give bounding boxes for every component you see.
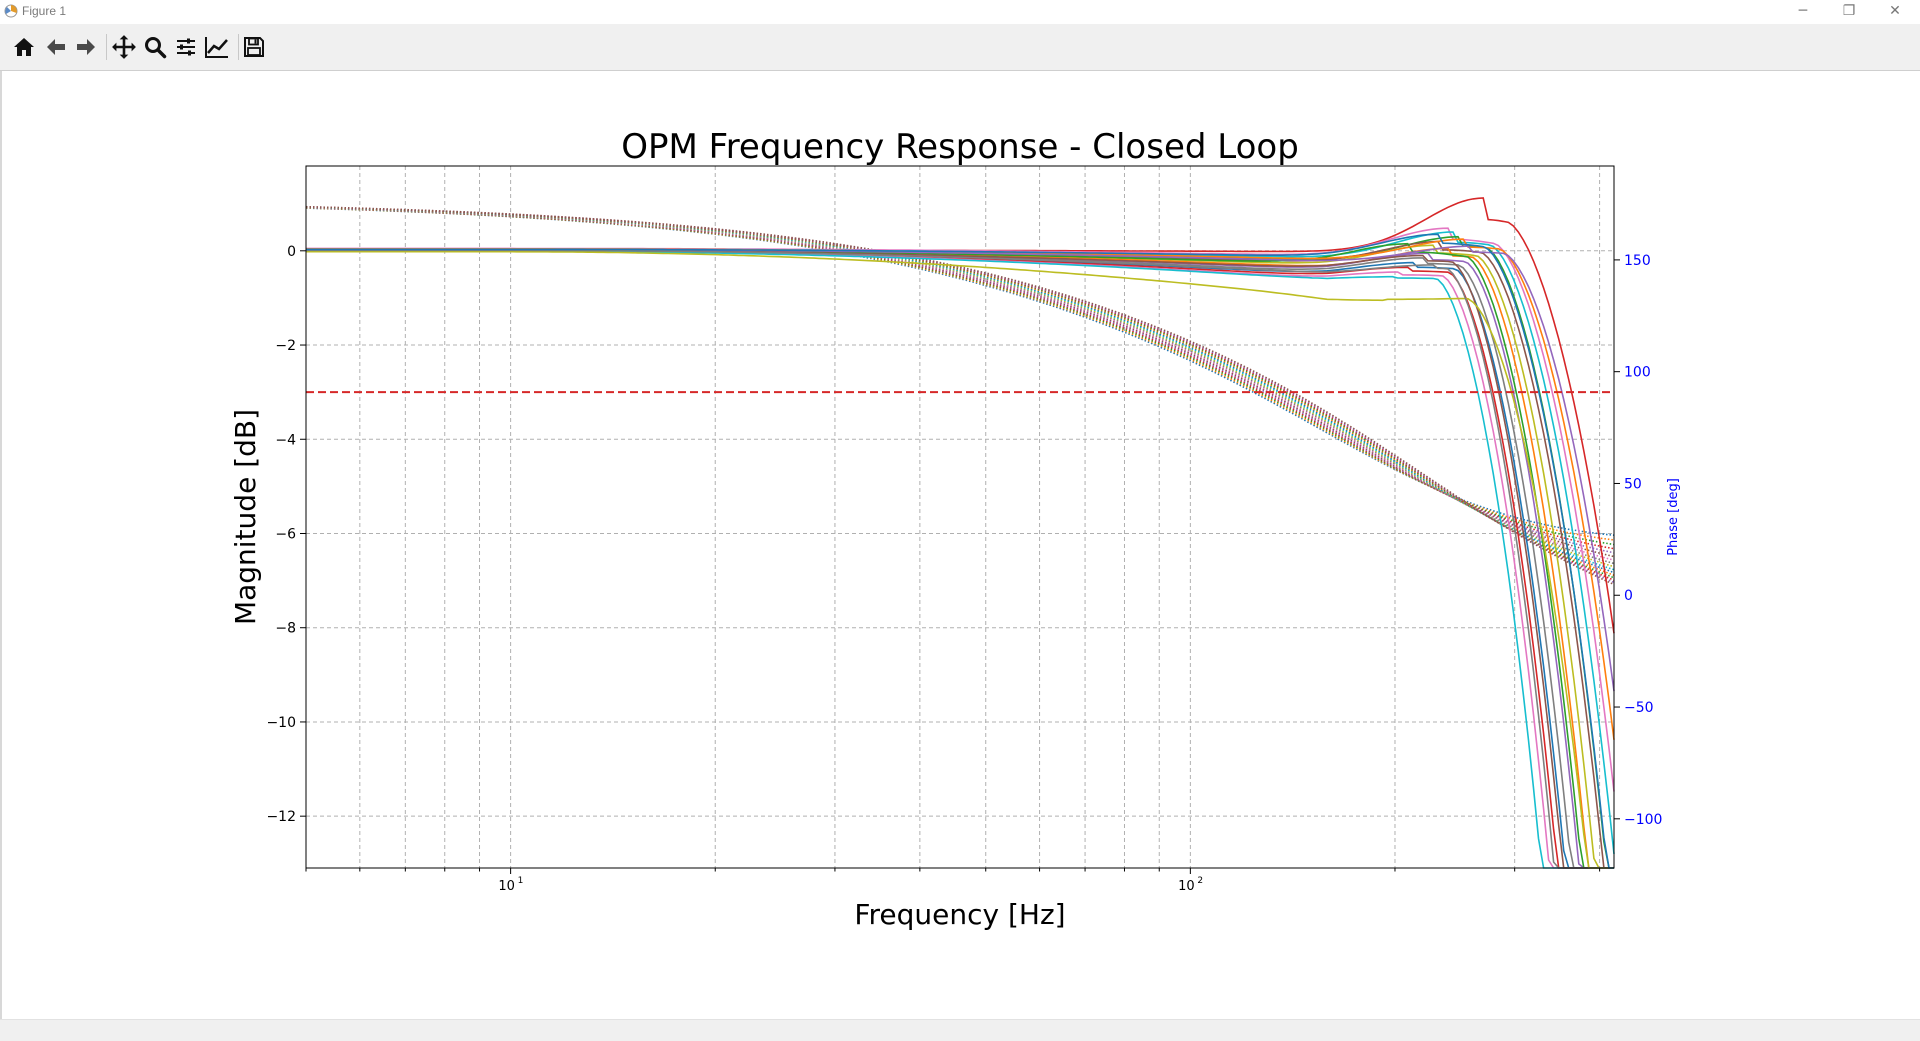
- home-icon: [14, 38, 34, 56]
- phase-series-line: [305, 206, 1615, 581]
- x-tick-label: 10: [498, 879, 515, 894]
- toolbar-separator: [106, 34, 107, 60]
- y-axis-label: Magnitude [dB]: [229, 409, 262, 625]
- phase-tick-label: −50: [1624, 700, 1654, 716]
- y-tick-label: −10: [266, 715, 296, 731]
- x-axis-label: Frequency [Hz]: [854, 898, 1065, 931]
- zoom-button[interactable]: [141, 33, 169, 61]
- pan-button[interactable]: [110, 33, 138, 61]
- phase-series-line: [305, 206, 1615, 571]
- magnitude-series-line: [306, 247, 1614, 869]
- minimize-button[interactable]: ─: [1780, 0, 1826, 22]
- forward-button[interactable]: [72, 33, 100, 61]
- window-left-edge: [0, 71, 2, 1019]
- forward-icon: [77, 39, 95, 55]
- restore-icon: ❐: [1842, 3, 1856, 19]
- y-ticks: 0 −2 −4 −6 −8 −10 −12: [266, 244, 306, 825]
- matplotlib-app-icon: [4, 4, 18, 18]
- magnitude-series-line: [306, 197, 1615, 634]
- magnitude-series-line: [306, 250, 1614, 869]
- minimize-icon: ─: [1798, 3, 1808, 19]
- bode-chart: 10 1 10 2 0−2−4−6−8−10−12 150100500−50−100 …: [229, 127, 1681, 931]
- close-icon: ✕: [1889, 3, 1901, 19]
- magnitude-series-line: [306, 249, 1614, 869]
- magnitude-series-line: [306, 250, 1614, 869]
- save-icon: [244, 37, 264, 57]
- x-tick-exponent: 1: [518, 876, 524, 886]
- back-button[interactable]: [42, 33, 70, 61]
- magnitude-series-line: [306, 249, 1614, 869]
- magnitude-series-line: [306, 245, 1615, 692]
- magnitude-series-line: [306, 249, 1614, 869]
- navigation-toolbar: [0, 24, 1920, 71]
- status-bar: [0, 1019, 1920, 1041]
- home-button[interactable]: [10, 33, 38, 61]
- phase-tick-label: 100: [1624, 365, 1651, 381]
- phase-tick-label: 150: [1624, 253, 1651, 269]
- window-title: Figure 1: [22, 4, 67, 18]
- magnitude-series-line: [306, 242, 1614, 869]
- phase-series-line: [305, 206, 1615, 565]
- phase-tick-label: 0: [1624, 588, 1633, 604]
- phase-lines: [305, 205, 1615, 586]
- window-titlebar: Figure 1 ─ ❐ ✕: [0, 0, 1920, 25]
- magnitude-series-line: [306, 240, 1614, 869]
- save-button[interactable]: [240, 33, 268, 61]
- toolbar-separator: [238, 34, 239, 60]
- y-tick-label: −4: [275, 432, 296, 448]
- x-tick-exponent: 2: [1197, 876, 1203, 886]
- magnitude-series-line: [306, 250, 1614, 869]
- magnitude-series-line: [306, 250, 1614, 869]
- magnitude-series-line: [306, 250, 1614, 869]
- y-tick-label: 0: [287, 244, 296, 260]
- phase-tick-label: 50: [1624, 476, 1642, 492]
- magnitude-series-line: [306, 244, 1614, 869]
- magnitude-lines: [306, 197, 1615, 869]
- phase-series-line: [305, 206, 1615, 584]
- phase-series-line: [305, 206, 1615, 568]
- x-ticks: 10 1 10 2: [305, 868, 1601, 894]
- y-tick-label: −8: [275, 621, 296, 637]
- magnitude-series-line: [306, 231, 1615, 854]
- magnitude-series-line: [306, 238, 1615, 740]
- x-tick-label: 10: [1178, 879, 1195, 894]
- subplots-icon: [177, 38, 195, 56]
- phase-series-line: [305, 206, 1615, 574]
- plot-frame: [305, 165, 1615, 869]
- zoom-icon: [145, 37, 167, 59]
- customize-icon: [205, 37, 228, 58]
- pan-icon: [112, 35, 136, 59]
- figure-canvas[interactable]: 10 1 10 2 0 −2 −4 −6 −8 −10 −12 150 100 50 0 −50 −100 …: [0, 71, 1920, 1019]
- magnitude-series-line: [306, 233, 1614, 869]
- chart-title: OPM Frequency Response - Closed Loop: [621, 127, 1299, 167]
- magnitude-series-line: [306, 227, 1615, 792]
- restore-button[interactable]: ❐: [1826, 0, 1872, 22]
- phase-series-line: [305, 205, 1615, 586]
- phase-ticks: 150 100 50 0 −50 −100: [1614, 253, 1662, 828]
- customize-button[interactable]: [203, 33, 231, 61]
- phase-axis-label: Phase [deg]: [1666, 478, 1681, 556]
- y-tick-label: −6: [275, 526, 296, 542]
- magnitude-series-line: [306, 235, 1614, 869]
- close-button[interactable]: ✕: [1872, 0, 1918, 22]
- y-tick-label: −12: [266, 809, 296, 825]
- back-icon: [47, 39, 65, 55]
- magnitude-series-line: [306, 249, 1614, 869]
- y-tick-label: −2: [275, 338, 296, 354]
- subplots-button[interactable]: [172, 33, 200, 61]
- phase-tick-label: −100: [1624, 812, 1662, 828]
